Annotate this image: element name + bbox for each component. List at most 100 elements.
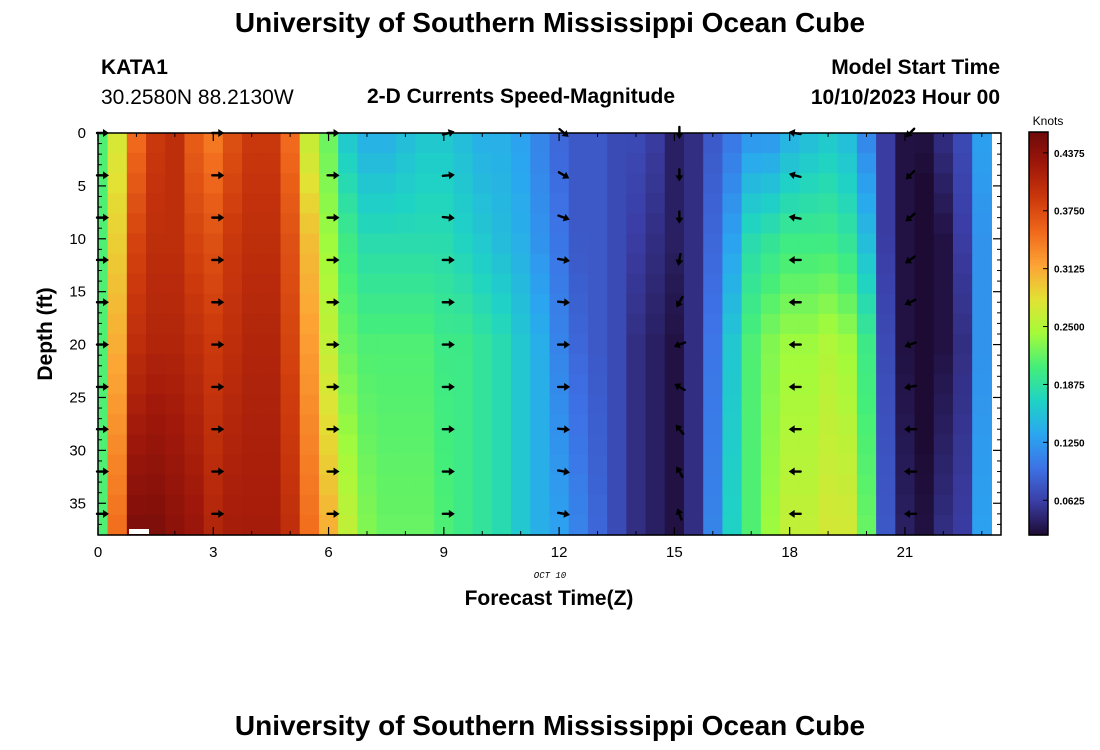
heatmap-cell	[837, 133, 858, 154]
heatmap-cell	[568, 454, 589, 476]
colorbar-swatch	[1029, 182, 1048, 185]
heatmap-cell	[222, 253, 243, 275]
heatmap-cell	[626, 293, 647, 315]
heatmap-cell	[126, 414, 147, 436]
heatmap-cell	[357, 354, 378, 375]
heatmap-cell	[645, 334, 666, 355]
heatmap-cell	[434, 173, 455, 194]
heatmap-cell	[357, 454, 378, 476]
heatmap-cell	[587, 253, 608, 275]
heatmap-cell	[184, 193, 205, 214]
colorbar-swatch	[1029, 230, 1048, 234]
heatmap-cell	[683, 193, 704, 214]
heatmap-cell	[242, 293, 262, 315]
colorbar-swatch	[1029, 418, 1048, 421]
current-arrow	[441, 340, 455, 349]
heatmap-cell	[395, 414, 416, 436]
heatmap-cell	[741, 173, 762, 194]
heatmap-cell	[587, 293, 608, 315]
colorbar-swatch	[1029, 347, 1048, 351]
heatmap-cell	[453, 454, 474, 476]
heatmap-cell	[376, 193, 397, 214]
heatmap-cell	[299, 233, 320, 255]
heatmap-cell	[280, 354, 301, 375]
current-arrow	[211, 255, 225, 264]
heatmap-cell	[511, 414, 531, 436]
heatmap-cell	[703, 213, 724, 235]
heatmap-cell	[914, 233, 935, 255]
heatmap-cell	[933, 374, 954, 395]
heatmap-cell	[453, 193, 474, 214]
heatmap-cell	[530, 153, 551, 174]
heatmap-cell	[146, 253, 166, 275]
heatmap-cell	[453, 293, 474, 315]
heatmap-cell	[357, 414, 378, 436]
heatmap-cell	[299, 494, 320, 516]
current-arrow	[675, 295, 684, 308]
heatmap-cell	[683, 233, 704, 255]
heatmap-cell	[338, 454, 358, 476]
heatmap-cell	[261, 454, 282, 476]
colorbar-swatch	[1029, 160, 1048, 163]
colorbar-swatch	[1029, 228, 1048, 232]
heatmap-cell	[799, 354, 820, 375]
heatmap-cell	[98, 313, 109, 335]
colorbar-swatch	[1029, 436, 1048, 439]
heatmap-cell	[549, 494, 570, 516]
heatmap-cell	[895, 514, 916, 536]
colorbar-swatch	[1029, 297, 1048, 300]
heatmap-cell	[203, 133, 224, 154]
heatmap-cell	[184, 313, 205, 335]
heatmap-cell	[876, 173, 896, 194]
heatmap-cell	[376, 474, 397, 496]
heatmap-cell	[222, 354, 243, 375]
heatmap-cell	[184, 474, 205, 496]
current-arrow	[903, 509, 918, 518]
heatmap-cell	[549, 394, 570, 415]
heatmap-cell	[664, 253, 685, 275]
heatmap-cell	[703, 153, 724, 174]
colorbar-swatch	[1029, 476, 1048, 480]
heatmap-cell	[357, 293, 378, 315]
heatmap-cell	[530, 454, 551, 476]
current-arrow	[675, 125, 684, 139]
heatmap-cell	[453, 434, 474, 456]
heatmap-cell	[318, 133, 339, 154]
heatmap-cell	[856, 273, 877, 295]
heatmap-cell	[856, 494, 877, 516]
heatmap-cell	[626, 273, 647, 295]
heatmap-cell	[972, 213, 992, 235]
heatmap-cell	[722, 213, 743, 235]
colorbar-swatch	[1029, 428, 1048, 431]
colorbar-swatch	[1029, 369, 1048, 373]
heatmap-cell	[434, 233, 455, 255]
colorbar-swatch	[1029, 240, 1048, 244]
heatmap-cell	[530, 233, 551, 255]
heatmap-cell	[98, 354, 109, 375]
heatmap-cell	[607, 213, 627, 235]
heatmap-cell	[338, 273, 358, 295]
heatmap-cell	[395, 153, 416, 174]
heatmap-cell	[607, 133, 627, 154]
heatmap-cell	[933, 494, 954, 516]
heatmap-cell	[549, 514, 570, 536]
heatmap-cell	[280, 374, 301, 395]
heatmap-cell	[472, 394, 493, 415]
heatmap-cell	[856, 213, 877, 235]
colorbar-swatch	[1029, 422, 1048, 425]
heatmap-cell	[376, 514, 397, 536]
heatmap-cell	[98, 133, 109, 154]
colorbar-swatch	[1029, 458, 1048, 462]
heatmap-cell	[491, 494, 512, 516]
heatmap-cell	[357, 253, 378, 275]
heatmap-cell	[626, 514, 647, 536]
heatmap-cell	[472, 334, 493, 355]
colorbar-frame	[1028, 131, 1049, 536]
heatmap-cell	[952, 514, 973, 536]
colorbar-swatch	[1029, 299, 1048, 302]
heatmap-cell	[261, 193, 282, 214]
heatmap-cell	[818, 494, 839, 516]
heatmap-cell	[280, 233, 301, 255]
heatmap-cell	[914, 454, 935, 476]
heatmap-cell	[280, 494, 301, 516]
